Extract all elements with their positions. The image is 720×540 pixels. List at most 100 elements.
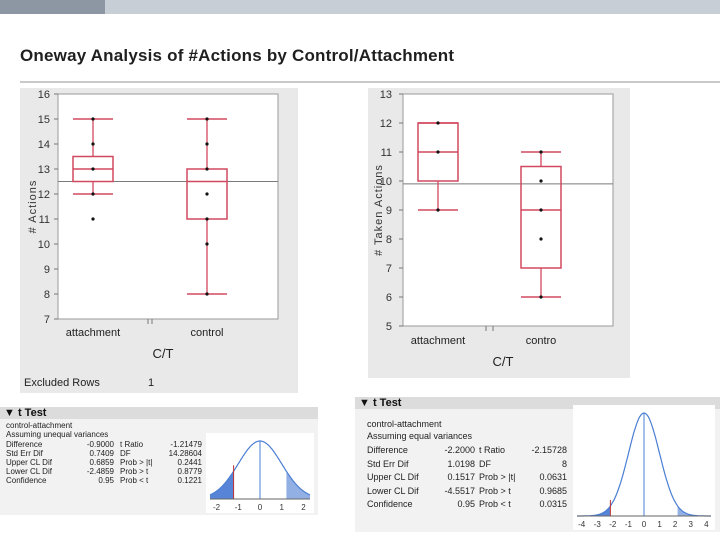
- density-tick-label: 4: [704, 520, 709, 529]
- y-tick-label: 13: [380, 89, 392, 101]
- left-ttest-subtitle2: Assuming unequal variances: [6, 430, 109, 439]
- density-tick-label: 0: [642, 520, 647, 529]
- data-point: [539, 150, 543, 154]
- right-ttest-title: t Test: [372, 397, 402, 409]
- left-ttest-density: -2 -1 0 1 2: [206, 433, 314, 513]
- right-ttest-density: -4 -3 -2 -1 0 1 2 3 4: [573, 405, 715, 530]
- ttest-stat-label: Prob < t: [120, 476, 149, 485]
- right-ttest-subtitle1: control-attachment: [367, 419, 442, 429]
- data-point: [205, 192, 209, 196]
- left-ttest-header[interactable]: ▼ t Test: [0, 407, 318, 419]
- y-tick-label: 8: [44, 289, 50, 301]
- ttest-row-value: -2.2000: [444, 445, 475, 455]
- y-tick-label: 7: [44, 314, 50, 326]
- y-tick-label: 6: [386, 292, 392, 304]
- ttest-row-value: -4.5517: [444, 485, 475, 496]
- ttest-stat-value: 0.9685: [539, 485, 567, 496]
- excluded-rows-value: 1: [148, 377, 154, 389]
- ttest-row-value: 1.0198: [447, 458, 475, 469]
- y-tick-label: 10: [38, 239, 50, 251]
- data-point: [205, 167, 209, 171]
- disclosure-triangle-icon[interactable]: ▼: [359, 397, 370, 409]
- left-ttest-panel: ▼ t Test control-attachment Assuming une…: [0, 407, 318, 515]
- data-point: [205, 142, 209, 146]
- ttest-row-label: Lower CL Dif: [6, 467, 52, 476]
- density-tick-label: 1: [657, 520, 662, 529]
- box-control: [520, 165, 562, 269]
- x-axis-label: C/T: [493, 354, 514, 369]
- density-tick-label: 0: [258, 503, 263, 512]
- density-tick-label: 2: [301, 503, 306, 512]
- ttest-row-label: Upper CL Dif: [367, 472, 419, 482]
- ttest-row-value: -0.9000: [86, 440, 114, 449]
- left-chart-frame: 16 15 14 13 12 11 10 9 8 7 # Actions attachment cont…: [20, 88, 298, 393]
- y-tick-label: 14: [38, 139, 50, 151]
- title-divider: [20, 81, 720, 83]
- density-tick-label: 2: [673, 520, 678, 529]
- x-axis-label: C/T: [153, 346, 174, 361]
- ttest-stat-value: 0.0315: [539, 499, 567, 509]
- density-tick-label: -1: [235, 503, 243, 512]
- ttest-stat-value: -1.21479: [170, 440, 202, 449]
- data-point: [91, 167, 95, 171]
- data-point: [436, 121, 440, 125]
- ttest-stat-label: t Ratio: [120, 440, 144, 449]
- top-banner-accent: [0, 0, 105, 14]
- data-point: [539, 179, 543, 183]
- density-tick-label: -4: [578, 520, 586, 529]
- data-point: [205, 217, 209, 221]
- ttest-row-label: Confidence: [367, 499, 413, 509]
- right-ttest-subtitle2: Assuming equal variances: [367, 431, 473, 441]
- ttest-stat-value: -2.15728: [531, 445, 567, 455]
- ttest-stat-value: 8: [561, 458, 567, 469]
- y-tick-label: 11: [381, 147, 392, 159]
- ttest-stat-value: 0.0631: [539, 472, 567, 482]
- data-point: [539, 208, 543, 212]
- data-point: [205, 242, 209, 246]
- right-chart-frame: 13 12 11 10 9 8 7 6 5 # Taken Actions attachment co…: [368, 88, 630, 378]
- x-category-label: attachment: [411, 335, 465, 347]
- y-tick-label: 8: [386, 234, 392, 246]
- y-tick-label: 12: [38, 189, 50, 201]
- density-tick-label: -1: [625, 520, 633, 529]
- data-point: [91, 217, 95, 221]
- ttest-row-label: Difference: [367, 445, 408, 455]
- density-tick-label: -2: [609, 520, 617, 529]
- excluded-rows-label: Excluded Rows: [24, 377, 100, 389]
- top-banner: [0, 0, 720, 14]
- y-tick-label: 7: [386, 263, 392, 275]
- ttest-row-label: Lower CL Dif: [367, 485, 419, 496]
- ttest-stat-label: DF: [479, 458, 491, 469]
- ttest-stat-value: 14.28604: [168, 449, 202, 458]
- y-tick-label: 10: [380, 176, 392, 188]
- ttest-stat-label: t Ratio: [479, 445, 506, 455]
- density-tick-label: 1: [280, 503, 285, 512]
- data-point: [91, 117, 95, 121]
- data-point: [539, 237, 543, 241]
- ttest-stat-value: 0.8779: [177, 467, 202, 476]
- slide-title: Oneway Analysis of #Actions by Control/A…: [20, 46, 455, 65]
- ttest-row-value: 0.7409: [89, 449, 114, 458]
- plot-area: [57, 93, 279, 320]
- ttest-row-label: Upper CL Dif: [6, 458, 52, 467]
- ttest-row-value: 0.95: [457, 499, 475, 509]
- data-point: [436, 150, 440, 154]
- right-ttest-panel: ▼ t Test control-attachment Assuming equ…: [355, 397, 720, 532]
- y-tick-label: 9: [386, 205, 392, 217]
- ttest-stat-label: Prob > t: [120, 467, 149, 476]
- ttest-stat-label: Prob > |t|: [120, 458, 153, 467]
- data-point: [205, 292, 209, 296]
- ttest-stat-label: DF: [120, 449, 131, 458]
- y-axis-label: # Taken Actions: [373, 164, 385, 256]
- y-tick-label: 9: [44, 264, 50, 276]
- y-tick-label: 13: [38, 164, 50, 176]
- y-tick-label: 12: [380, 118, 392, 130]
- ttest-row-value: 0.6859: [89, 458, 114, 467]
- disclosure-triangle-icon[interactable]: ▼: [4, 407, 15, 419]
- y-tick-label: 5: [386, 321, 392, 333]
- data-point: [205, 117, 209, 121]
- ttest-row-label: Std Err Dif: [6, 449, 43, 458]
- ttest-row-value: -2.4859: [86, 467, 114, 476]
- left-boxplot: 16 15 14 13 12 11 10 9 8 7 # Actions attachment cont…: [24, 89, 279, 389]
- data-point: [91, 142, 95, 146]
